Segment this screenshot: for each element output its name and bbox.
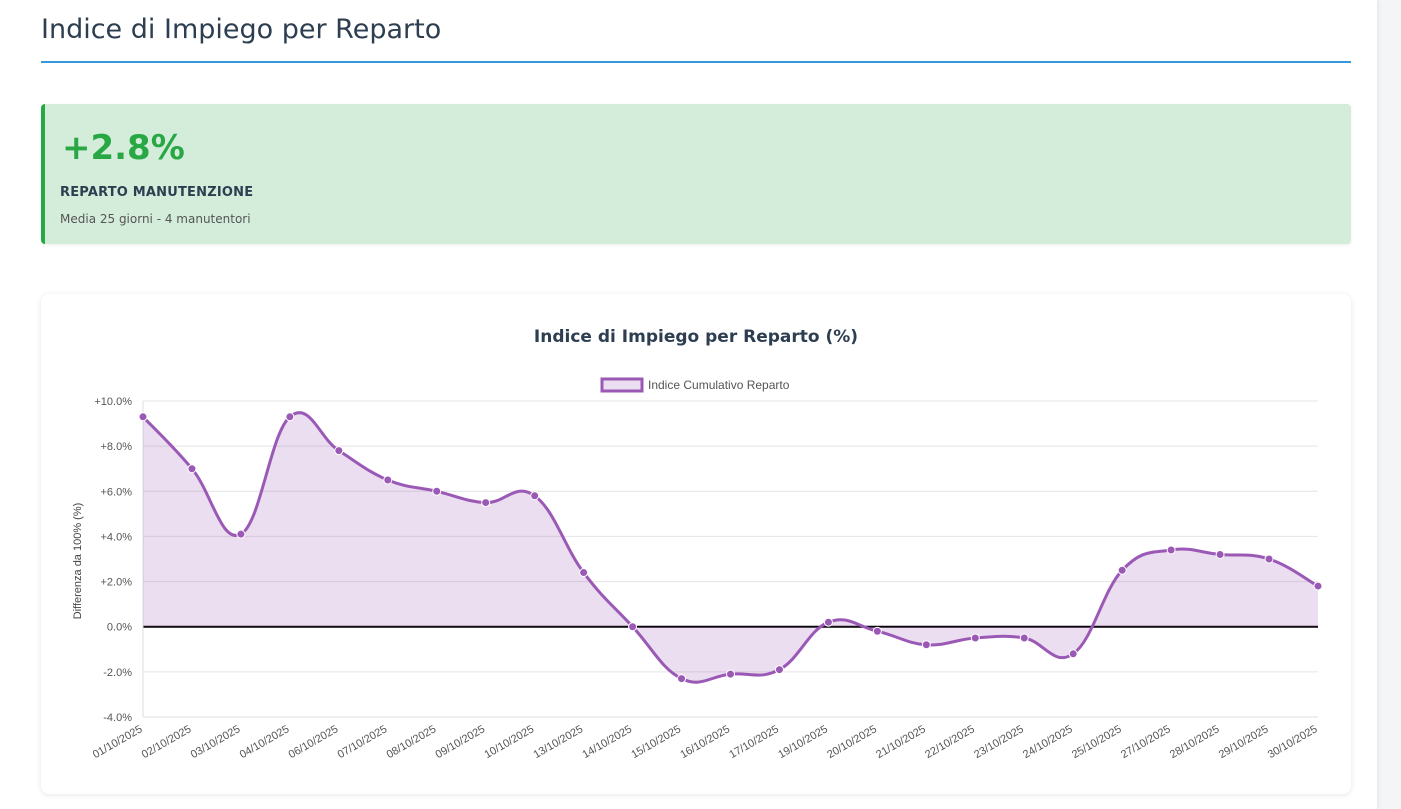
y-axis-ticks: -4.0% -2.0% 0.0% +2.0% +4.0% +6.0% +8.0% +10.0% <box>94 396 132 724</box>
y-axis-label: Differenza da 100% (%) <box>72 503 84 620</box>
y-tick-label: +10.0% <box>94 396 132 408</box>
grid-lines <box>142 400 1318 718</box>
x-tick-label: 20/10/2025 <box>825 723 879 761</box>
x-tick-label: 22/10/2025 <box>923 723 977 761</box>
title-divider <box>41 61 1351 63</box>
x-tick-label: 23/10/2025 <box>972 723 1026 761</box>
x-tick-label: 27/10/2025 <box>1119 723 1173 761</box>
y-tick-label: +2.0% <box>101 577 133 589</box>
chart-title: Indice di Impiego per Reparto (%) <box>534 327 858 347</box>
x-tick-label: 16/10/2025 <box>678 723 732 761</box>
x-tick-label: 02/10/2025 <box>140 723 194 761</box>
y-tick-label: +6.0% <box>101 486 133 498</box>
data-point[interactable] <box>1068 649 1078 659</box>
x-tick-label: 28/10/2025 <box>1168 723 1222 761</box>
data-point[interactable] <box>236 529 246 539</box>
data-point[interactable] <box>481 498 491 508</box>
y-tick-label: -4.0% <box>103 712 132 724</box>
x-tick-label: 17/10/2025 <box>727 723 781 761</box>
x-tick-label: 21/10/2025 <box>874 723 928 761</box>
area-chart: Indice di Impiego per Reparto (%) Indice… <box>72 327 1323 761</box>
x-tick-label: 08/10/2025 <box>385 723 439 761</box>
data-point[interactable] <box>1117 565 1127 575</box>
series-line <box>141 411 1319 684</box>
x-tick-label: 04/10/2025 <box>238 723 292 761</box>
page-title: Indice di Impiego per Reparto <box>41 14 442 45</box>
data-point[interactable] <box>432 486 442 496</box>
legend-swatch <box>600 377 644 393</box>
x-tick-label: 13/10/2025 <box>531 723 585 761</box>
kpi-subtitle: Media 25 giorni - 4 manutentori <box>60 212 251 226</box>
x-tick-label: 03/10/2025 <box>189 723 243 761</box>
data-point[interactable] <box>823 617 833 627</box>
data-point[interactable] <box>970 633 980 643</box>
data-point[interactable] <box>774 665 784 675</box>
data-point[interactable] <box>1019 633 1029 643</box>
data-point[interactable] <box>579 568 589 578</box>
kpi-label: REPARTO MANUTENZIONE <box>60 185 254 200</box>
data-point[interactable] <box>1264 554 1274 564</box>
y-tick-label: +4.0% <box>101 531 133 543</box>
legend-label: Indice Cumulativo Reparto <box>648 378 790 392</box>
x-tick-label: 14/10/2025 <box>580 723 634 761</box>
data-point[interactable] <box>1313 581 1323 591</box>
data-point[interactable] <box>677 674 687 684</box>
y-tick-label: -2.0% <box>103 667 132 679</box>
x-tick-label: 15/10/2025 <box>629 723 683 761</box>
x-tick-label: 30/10/2025 <box>1266 723 1320 761</box>
x-tick-label: 25/10/2025 <box>1070 723 1124 761</box>
kpi-card: +2.8% REPARTO MANUTENZIONE Media 25 gior… <box>41 104 1351 244</box>
series-group <box>138 411 1323 684</box>
chart-legend: Indice Cumulativo Reparto <box>600 377 790 393</box>
y-tick-label: +8.0% <box>101 441 133 453</box>
data-point[interactable] <box>872 626 882 636</box>
data-point[interactable] <box>628 622 638 632</box>
data-point[interactable] <box>726 669 735 679</box>
data-point[interactable] <box>530 491 540 501</box>
kpi-value: +2.8% <box>62 128 185 168</box>
x-tick-label: 10/10/2025 <box>482 723 536 761</box>
x-tick-label: 09/10/2025 <box>434 723 488 761</box>
x-tick-label: 01/10/2025 <box>91 723 145 761</box>
x-tick-label: 06/10/2025 <box>287 723 341 761</box>
x-tick-label: 19/10/2025 <box>776 723 830 761</box>
y-tick-label: 0.0% <box>107 622 132 634</box>
x-tick-label: 29/10/2025 <box>1217 723 1271 761</box>
series-area-fill <box>143 412 1318 683</box>
data-point[interactable] <box>383 475 393 485</box>
data-point[interactable] <box>187 464 197 474</box>
data-point[interactable] <box>921 640 931 650</box>
x-axis-ticks: 01/10/202502/10/202503/10/202504/10/2025… <box>91 723 1320 761</box>
data-point[interactable] <box>334 446 344 456</box>
x-tick-label: 24/10/2025 <box>1021 723 1075 761</box>
chart-card: Indice di Impiego per Reparto (%) Indice… <box>41 294 1351 794</box>
data-point[interactable] <box>285 412 295 422</box>
data-point[interactable] <box>1215 549 1225 559</box>
data-point[interactable] <box>1166 545 1176 555</box>
x-tick-label: 07/10/2025 <box>336 723 390 761</box>
data-point[interactable] <box>138 412 148 422</box>
